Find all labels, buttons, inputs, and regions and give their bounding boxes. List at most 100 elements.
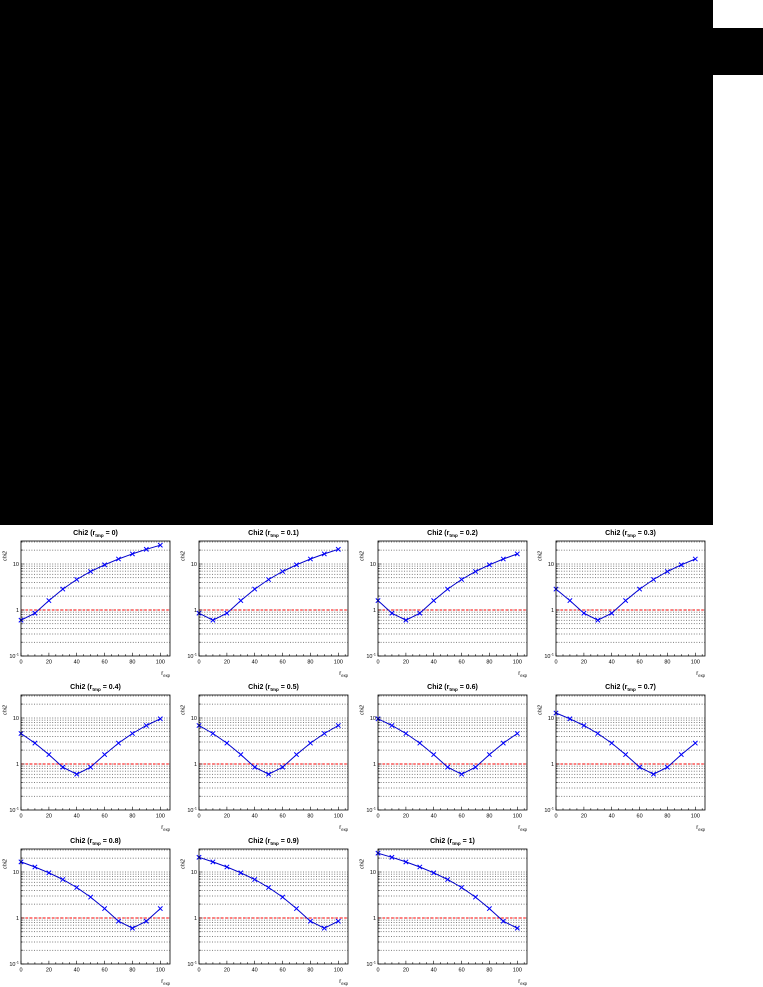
- plot-title: Chi2 (rtmp = 0.8): [70, 838, 121, 846]
- y-tick-label: 1: [16, 762, 19, 768]
- grid-lines: [555, 695, 705, 797]
- chi2-plot-svg: 0 20 40 60 80 100 10 1 10-1 Chi2 (rtmp = 0.1) rexp…: [181, 530, 349, 678]
- x-tick-label: 100: [690, 814, 699, 820]
- x-tick-label: 100: [156, 660, 165, 666]
- x-tick-label: 60: [280, 968, 286, 974]
- y-tick-label: 10: [369, 870, 375, 876]
- x-tick-label: 40: [430, 660, 436, 666]
- plot-title: Chi2 (rtmp = 1): [430, 838, 475, 846]
- plot-frame: [20, 848, 171, 965]
- chi2-pad-rtmp-0.2: 0 20 40 60 80 100 10 1 10-1 Chi2 (rtmp = 0.2) rexp…: [356, 525, 535, 679]
- plot-frame: [20, 540, 171, 657]
- grid-lines: [199, 695, 349, 797]
- chi2-pad-rtmp-0.7: 0 20 40 60 80 100 10 1 10-1 Chi2 (rtmp = 0.7) rexp…: [534, 679, 713, 833]
- y-axis-title: chi2: [181, 551, 187, 561]
- chi2-plot-svg: 0 20 40 60 80 100 10 1 10-1 Chi2 (rtmp = 1) rexp ch…: [359, 838, 527, 986]
- data-markers: [196, 546, 342, 623]
- axis-ticks: [198, 541, 346, 657]
- x-tick-label: 100: [334, 814, 343, 820]
- x-tick-label: 60: [458, 660, 464, 666]
- x-tick-label: 80: [486, 814, 492, 820]
- x-tick-label: 0: [19, 968, 22, 974]
- chi2-plot-svg: 0 20 40 60 80 100 10 1 10-1 Chi2 (rtmp = 0.6) rexp…: [359, 684, 527, 832]
- chi2-plot-svg: 0 20 40 60 80 100 10 1 10-1 Chi2 (rtmp = 0.3) rexp…: [537, 530, 705, 678]
- plot-title: Chi2 (rtmp = 0.7): [605, 684, 656, 692]
- y-axis-title: chi2: [3, 859, 9, 869]
- chi2-pad-rtmp-0.6: 0 20 40 60 80 100 10 1 10-1 Chi2 (rtmp = 0.6) rexp…: [356, 679, 535, 833]
- chi2-plot-svg: 0 20 40 60 80 100 10 1 10-1 Chi2 (rtmp = 0.9) rexp…: [181, 838, 349, 986]
- data-markers: [374, 716, 520, 777]
- x-tick-label: 0: [376, 814, 379, 820]
- chi2-plot-svg: 0 20 40 60 80 100 10 1 10-1 Chi2 (rtmp = 0.8) rexp…: [3, 838, 171, 986]
- plot-title: Chi2 (rtmp = 0.1): [248, 530, 299, 538]
- x-tick-label: 0: [554, 814, 557, 820]
- y-axis-title: chi2: [3, 551, 9, 561]
- chi2-pad-rtmp-0.9: 0 20 40 60 80 100 10 1 10-1 Chi2 (rtmp = 0.9) rexp…: [178, 833, 357, 987]
- x-tick-label: 40: [608, 814, 614, 820]
- x-tick-label: 20: [581, 660, 587, 666]
- x-axis-title: rexp: [696, 825, 705, 832]
- axis-ticks: [377, 849, 524, 965]
- y-tick-label: 10: [369, 716, 375, 722]
- plot-title: Chi2 (rtmp = 0.9): [248, 838, 299, 846]
- x-axis-title: rexp: [518, 825, 527, 832]
- y-tick-label: 10-1: [188, 651, 198, 659]
- x-tick-label: 0: [198, 814, 201, 820]
- y-axis-title: chi2: [3, 705, 9, 715]
- x-tick-label: 20: [581, 814, 587, 820]
- x-tick-label: 20: [402, 968, 408, 974]
- empty-pad: [534, 833, 713, 987]
- y-tick-label: 1: [372, 608, 375, 614]
- x-tick-label: 40: [430, 968, 436, 974]
- axis-ticks: [377, 541, 524, 657]
- x-tick-label: 60: [280, 814, 286, 820]
- y-tick-label: 1: [372, 916, 375, 922]
- x-tick-label: 20: [46, 968, 52, 974]
- chi2-plot-svg: 0 20 40 60 80 100 10 1 10-1 Chi2 (rtmp = 0.7) rexp…: [537, 684, 705, 832]
- data-markers: [553, 556, 698, 623]
- x-axis-title: rexp: [339, 671, 348, 678]
- plot-frame: [198, 694, 349, 811]
- y-tick-label: 1: [372, 762, 375, 768]
- x-tick-label: 60: [458, 814, 464, 820]
- y-tick-label: 1: [16, 916, 19, 922]
- y-tick-label: 10: [13, 716, 19, 722]
- x-tick-label: 80: [486, 660, 492, 666]
- chi2-curve: [377, 852, 518, 929]
- chi2-plots-grid: 0 20 40 60 80 100 10 1 10-1 Chi2 (rtmp = 0) rexp ch…: [0, 525, 713, 987]
- grid-lines: [377, 849, 527, 951]
- y-tick-label: 1: [551, 608, 554, 614]
- x-axis-title: rexp: [161, 671, 170, 678]
- plot-title: Chi2 (rtmp = 0.6): [427, 684, 478, 692]
- chi2-pad-rtmp-0.4: 0 20 40 60 80 100 10 1 10-1 Chi2 (rtmp = 0.4) rexp…: [0, 679, 179, 833]
- x-tick-label: 100: [512, 660, 521, 666]
- plot-frame: [20, 694, 171, 811]
- x-tick-label: 100: [156, 968, 165, 974]
- y-tick-label: 10: [13, 870, 19, 876]
- y-axis-title: chi2: [537, 705, 543, 715]
- axis-ticks: [377, 695, 524, 811]
- x-tick-label: 20: [224, 814, 230, 820]
- y-tick-label: 1: [194, 916, 197, 922]
- x-axis-title: rexp: [161, 979, 170, 986]
- chi2-plot-svg: 0 20 40 60 80 100 10 1 10-1 Chi2 (rtmp = 0.2) rexp…: [359, 530, 527, 678]
- chi2-pad-rtmp-0.5: 0 20 40 60 80 100 10 1 10-1 Chi2 (rtmp = 0.5) rexp…: [178, 679, 357, 833]
- y-tick-label: 10: [191, 870, 197, 876]
- y-axis-title: chi2: [181, 859, 187, 869]
- grid-lines: [377, 695, 527, 797]
- plot-frame: [198, 540, 349, 657]
- y-tick-label: 10-1: [188, 959, 198, 967]
- grid-lines: [21, 695, 170, 797]
- chi2-pad-rtmp-0.3: 0 20 40 60 80 100 10 1 10-1 Chi2 (rtmp = 0.3) rexp…: [534, 525, 713, 679]
- x-tick-label: 40: [608, 660, 614, 666]
- x-tick-label: 20: [46, 814, 52, 820]
- x-tick-label: 80: [664, 814, 670, 820]
- x-tick-label: 40: [74, 660, 80, 666]
- x-tick-label: 100: [690, 660, 699, 666]
- grid-lines: [199, 541, 349, 643]
- chi2-curve: [555, 712, 696, 775]
- y-axis-title: chi2: [359, 551, 365, 561]
- x-tick-label: 60: [102, 814, 108, 820]
- y-tick-label: 10: [548, 562, 554, 568]
- x-tick-label: 100: [156, 814, 165, 820]
